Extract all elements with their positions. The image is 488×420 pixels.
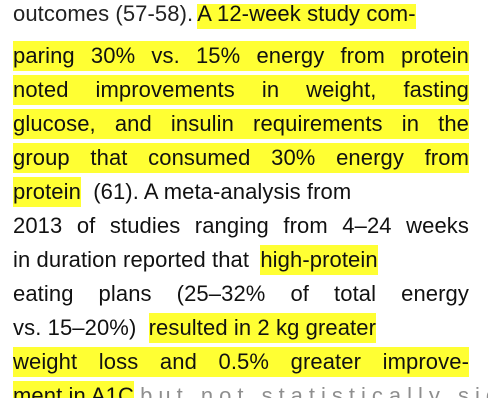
text-line-7: 2013 of studies ranging from 4–24 weeks	[13, 210, 469, 242]
text-line-10-plain: vs. 15–20%)	[13, 315, 137, 340]
text-line-1-partial: outcomes (57-58).	[13, 1, 194, 26]
highlight-line-2: paring 30% vs. 15% energy from protein	[13, 41, 469, 71]
text-line-4: glucose, and insulin requirements in the	[13, 108, 469, 140]
text-line-9: eating plans (25–32% of total energy	[13, 278, 469, 310]
text-line-7-content: 2013 of studies ranging from 4–24 weeks	[13, 213, 469, 238]
text-line-10: vs. 15–20%) resulted in 2 kg greater	[13, 312, 377, 344]
page-top-crop	[0, 0, 488, 4]
highlight-line-4: glucose, and insulin requirements in the	[13, 109, 469, 139]
text-line-9-content: eating plans (25–32% of total energy	[13, 281, 469, 306]
highlight-line-3: noted improvements in weight, fasting	[13, 75, 469, 105]
page-bottom-crop	[0, 398, 488, 420]
text-line-8: in duration reported that high-protein	[13, 244, 378, 276]
text-line-6: protein (61). A meta-analysis from	[13, 176, 351, 208]
text-line-8-plain: in duration reported that	[13, 247, 250, 272]
highlight-line-5: group that consumed 30% energy from	[13, 143, 469, 173]
text-line-6-rest: (61). A meta-analysis from	[93, 179, 352, 204]
text-line-1: outcomes (57-58). A 12-week study com-	[13, 0, 416, 30]
text-line-2: paring 30% vs. 15% energy from protein	[13, 40, 469, 72]
text-line-3: noted improvements in weight, fasting	[13, 74, 469, 106]
highlight-line-11: weight loss and 0.5% greater improve-	[13, 347, 469, 377]
highlight-line-8: high-protein	[260, 245, 378, 275]
text-line-5: group that consumed 30% energy from	[13, 142, 469, 174]
highlight-line-1: A 12-week study com-	[197, 0, 416, 29]
highlight-line-6: protein	[13, 177, 81, 207]
text-line-11: weight loss and 0.5% greater improve-	[13, 346, 469, 378]
highlight-line-10: resulted in 2 kg greater	[148, 313, 377, 343]
